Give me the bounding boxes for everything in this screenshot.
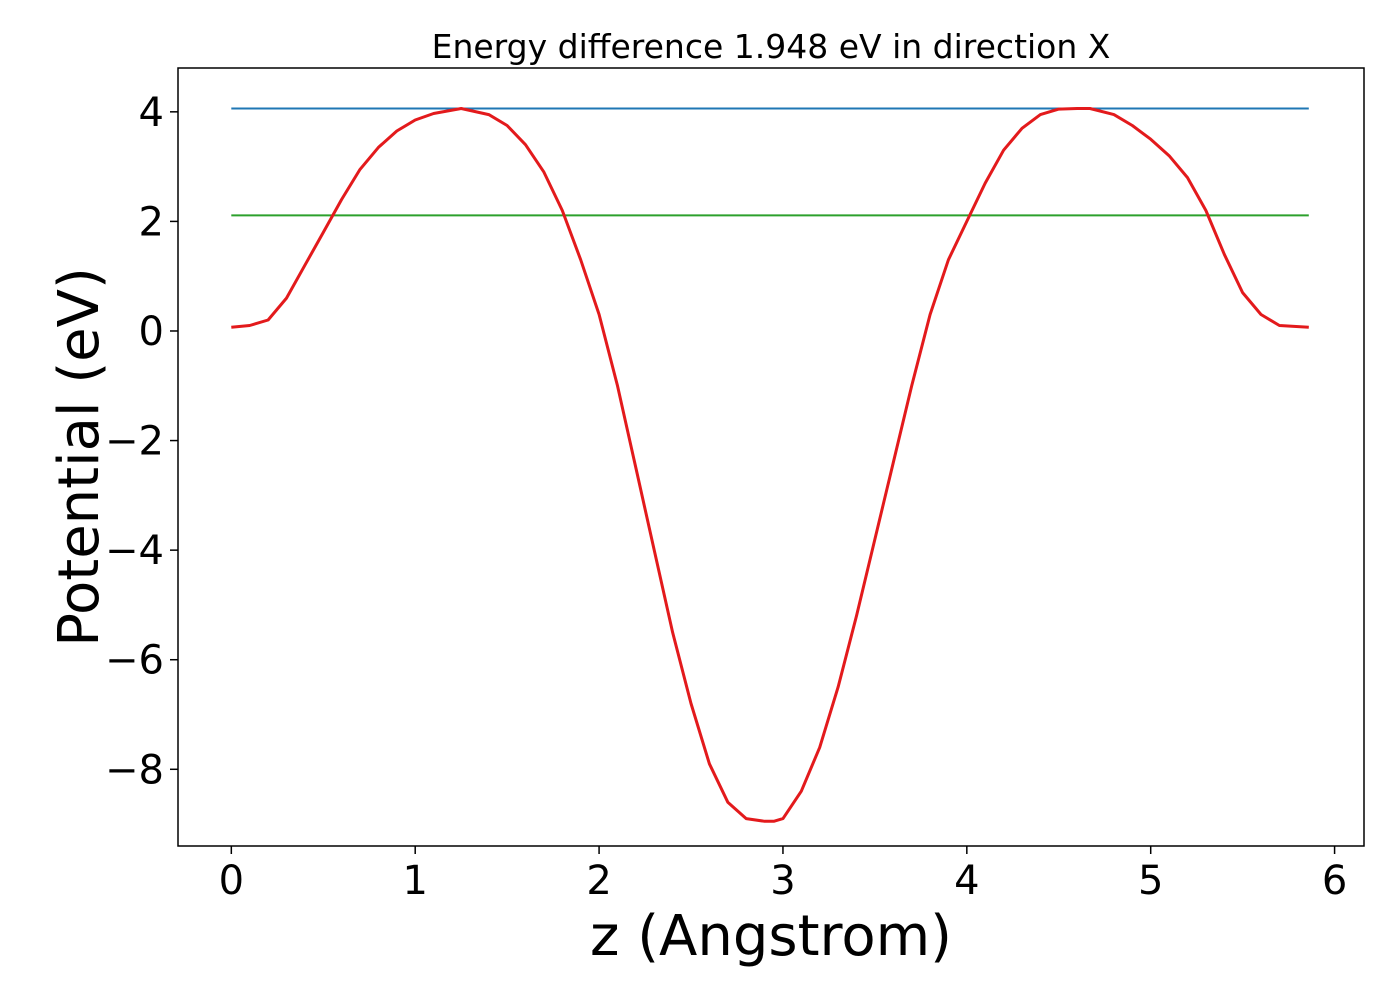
- x-tick-label: 4: [954, 858, 979, 904]
- y-tick-label: 0: [139, 309, 164, 355]
- y-tick-label: −6: [105, 638, 164, 684]
- x-axis-label: z (Angstrom): [590, 904, 952, 969]
- y-tick-label: 4: [139, 90, 164, 136]
- x-tick-label: 2: [586, 858, 611, 904]
- x-axis: 0 1 2 3 4 5 6: [219, 846, 1347, 904]
- y-tick-label: −8: [105, 747, 164, 793]
- x-tick-label: 0: [219, 858, 244, 904]
- y-tick-label: −2: [105, 419, 164, 465]
- x-tick-label: 3: [770, 858, 795, 904]
- series-layer: [231, 107, 1309, 823]
- potential-curve: [231, 107, 1309, 823]
- x-tick-label: 1: [402, 858, 427, 904]
- x-tick-label: 5: [1138, 858, 1163, 904]
- y-axis-label: Potential (eV): [47, 267, 112, 647]
- y-tick-label: −4: [105, 528, 164, 574]
- x-tick-label: 6: [1322, 858, 1347, 904]
- plot-frame: [177, 67, 1365, 847]
- y-tick-label: 2: [139, 199, 164, 245]
- plot-area: [177, 67, 1365, 847]
- chart-title: Energy difference 1.948 eV in direction …: [432, 27, 1111, 66]
- y-axis: −8 −6 −4 −2 0 2 4: [105, 90, 178, 793]
